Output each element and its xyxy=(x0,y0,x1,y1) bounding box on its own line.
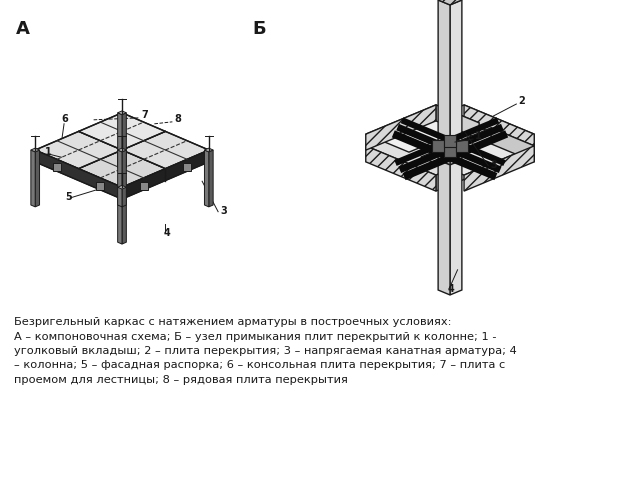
Polygon shape xyxy=(450,160,462,295)
Polygon shape xyxy=(140,182,148,190)
Polygon shape xyxy=(444,135,456,147)
Polygon shape xyxy=(421,105,534,152)
Text: – колонна; 5 – фасадная распорка; 6 – консольная плита перекрытия; 7 – плита с: – колонна; 5 – фасадная распорка; 6 – ко… xyxy=(14,360,505,371)
Polygon shape xyxy=(122,150,209,199)
Polygon shape xyxy=(204,150,209,207)
Polygon shape xyxy=(438,160,450,295)
Text: 1: 1 xyxy=(475,131,482,141)
Polygon shape xyxy=(96,182,104,190)
Polygon shape xyxy=(432,140,444,152)
Polygon shape xyxy=(366,105,436,150)
Text: А – компоновочная схема; Б – узел примыкания плит перекрытий к колонне; 1 -: А – компоновочная схема; Б – узел примык… xyxy=(14,332,497,341)
Polygon shape xyxy=(464,146,534,191)
Text: 3: 3 xyxy=(490,160,497,170)
Text: 4: 4 xyxy=(447,284,454,294)
Polygon shape xyxy=(464,105,534,150)
Text: 5: 5 xyxy=(65,192,72,202)
Text: 2: 2 xyxy=(518,96,525,106)
Text: уголковый вкладыш; 2 – плита перекрытия; 3 – напрягаемая канатная арматура; 4: уголковый вкладыш; 2 – плита перекрытия;… xyxy=(14,346,516,356)
Polygon shape xyxy=(53,163,61,171)
Text: 4: 4 xyxy=(163,228,170,238)
Polygon shape xyxy=(122,187,126,244)
Polygon shape xyxy=(118,113,122,169)
Polygon shape xyxy=(35,150,40,207)
Polygon shape xyxy=(118,111,126,115)
Polygon shape xyxy=(31,148,40,152)
Polygon shape xyxy=(366,128,479,175)
Text: Безригельный каркас с натяжением арматуры в построечных условиях:: Безригельный каркас с натяжением арматур… xyxy=(14,317,451,327)
Polygon shape xyxy=(450,0,462,165)
Polygon shape xyxy=(79,113,165,150)
Polygon shape xyxy=(204,148,213,152)
Text: 7: 7 xyxy=(141,110,148,120)
Polygon shape xyxy=(118,150,122,207)
Text: 3: 3 xyxy=(220,206,227,216)
Text: А: А xyxy=(16,20,30,38)
Polygon shape xyxy=(31,150,35,207)
Polygon shape xyxy=(421,128,534,175)
Polygon shape xyxy=(366,105,479,152)
Polygon shape xyxy=(436,157,479,191)
Polygon shape xyxy=(444,145,456,157)
Polygon shape xyxy=(366,146,436,191)
Polygon shape xyxy=(491,134,534,168)
Polygon shape xyxy=(122,132,209,168)
Polygon shape xyxy=(79,150,165,187)
Text: Б: Б xyxy=(252,20,266,38)
Polygon shape xyxy=(456,140,468,152)
Polygon shape xyxy=(491,128,534,162)
Text: проемом для лестницы; 8 – рядовая плита перекрытия: проемом для лестницы; 8 – рядовая плита … xyxy=(14,375,348,385)
Text: 6: 6 xyxy=(61,114,68,124)
Polygon shape xyxy=(35,132,122,168)
Polygon shape xyxy=(438,0,462,5)
Polygon shape xyxy=(118,187,122,244)
Text: 8: 8 xyxy=(174,114,181,124)
Polygon shape xyxy=(118,185,126,189)
Polygon shape xyxy=(35,150,122,199)
Polygon shape xyxy=(209,150,213,207)
Polygon shape xyxy=(436,105,479,139)
Polygon shape xyxy=(118,148,126,152)
Polygon shape xyxy=(122,150,126,207)
Polygon shape xyxy=(438,0,450,165)
Polygon shape xyxy=(183,163,191,171)
Text: 1: 1 xyxy=(45,147,52,157)
Polygon shape xyxy=(122,113,126,169)
